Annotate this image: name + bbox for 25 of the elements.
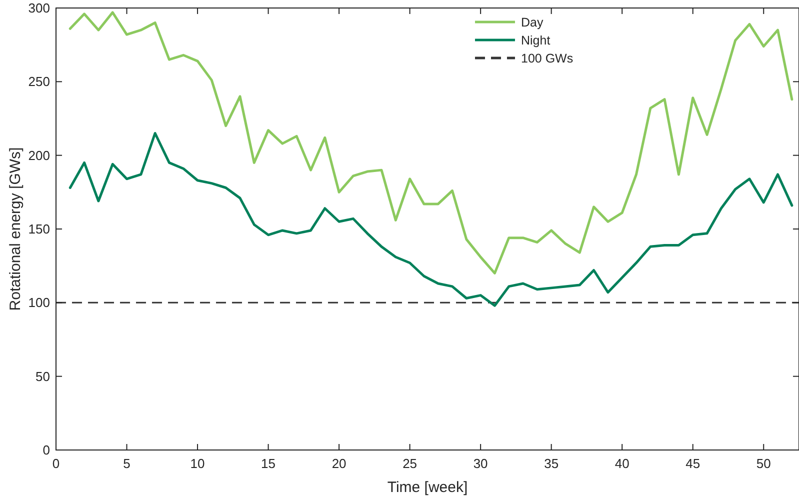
line-series — [68, 132, 794, 307]
x-tick-label: 10 — [190, 456, 205, 471]
legend-label: Night — [521, 34, 551, 48]
legend-label: 100 GWs — [521, 52, 574, 66]
y-tick-label: 150 — [28, 222, 50, 236]
x-tick-label: 5 — [123, 456, 130, 471]
x-tick-label: 0 — [52, 456, 60, 471]
x-tick-label: 15 — [261, 456, 276, 471]
x-tick-label: 20 — [332, 456, 346, 471]
x-tick-label: 45 — [686, 456, 700, 471]
y-tick-label: 50 — [36, 368, 50, 384]
x-tick-label: 50 — [756, 456, 771, 471]
y-tick-label: 300 — [28, 0, 50, 16]
y-tick-label: 100 — [28, 295, 50, 310]
x-axis-title: Time [week] — [387, 479, 468, 496]
line-series — [68, 11, 794, 274]
x-tick-label: 40 — [614, 456, 630, 471]
y-axis-title: Rotational energy [GWs] — [7, 147, 24, 311]
x-tick-label: 35 — [544, 456, 559, 471]
legend-label: Day — [521, 16, 544, 30]
x-tick-label: 30 — [473, 456, 488, 471]
y-tick-label: 0 — [42, 442, 50, 458]
x-tick-label: 25 — [402, 456, 418, 471]
y-tick-label: 200 — [28, 148, 50, 163]
y-tick-label: 250 — [28, 74, 50, 90]
